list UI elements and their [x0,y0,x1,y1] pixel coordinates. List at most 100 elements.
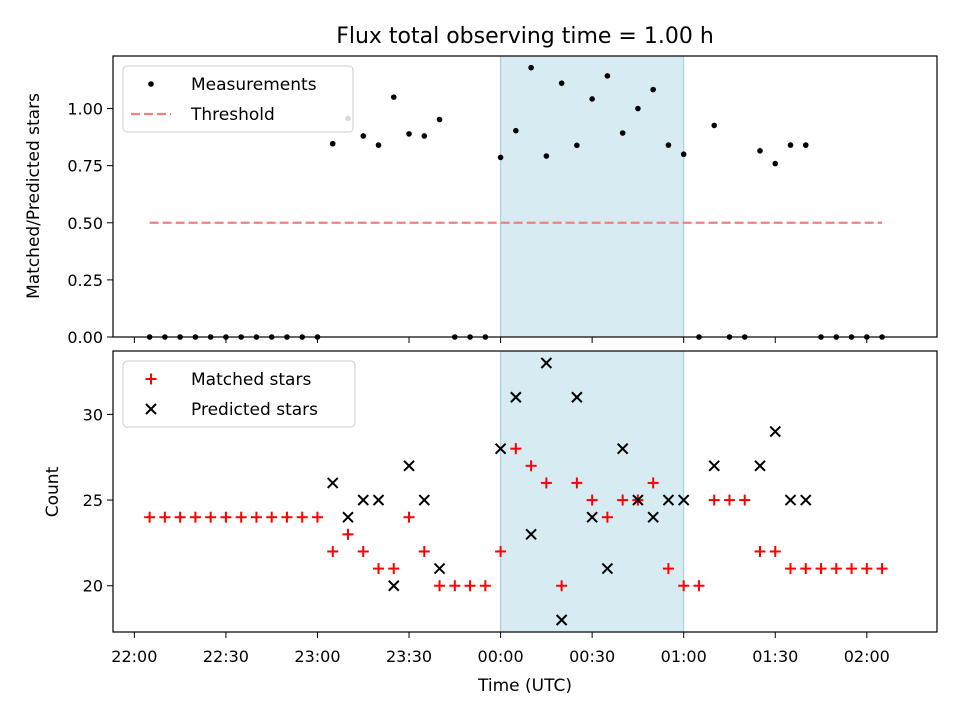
x-tick-label: 23:00 [294,647,340,666]
matched-star-marker [250,511,262,523]
y-tick-label: 30 [83,405,103,424]
predicted-star-marker [494,442,507,455]
bottom-y-axis-label: Count [43,466,63,517]
measurement-point [528,64,534,71]
measurement-point [619,130,626,136]
predicted-star-marker-b [677,494,690,506]
top-y-axis-label: Matched/Predicted stars [24,93,44,299]
legend-label: Predicted stars [191,400,318,420]
matched-star-marker [785,563,797,575]
predicted-star-marker-b [601,562,614,575]
measurement-point [802,142,809,148]
predicted-star-marker [677,494,690,506]
predicted-star-marker-b [800,494,812,506]
x-tick-label: 00:00 [478,647,524,666]
predicted-star-marker [800,494,812,506]
axes-frame [112,55,938,338]
y-tick-label: 0.75 [67,157,103,176]
legend-predicted-key [145,403,157,415]
matched-star-marker [281,511,293,523]
predicted-star-marker-b [769,425,781,438]
predicted-star-marker [357,494,369,506]
matched-star-marker [159,511,171,523]
predicted-star-marker-b [586,511,598,523]
matched-star-marker [266,511,278,523]
y-tick-label: 1.00 [67,100,103,119]
measurement-point [360,133,367,139]
predicted-star-marker-b [327,477,339,489]
matched-star-marker [174,511,186,523]
predicted-star-marker [372,494,385,506]
measurement-point [543,153,550,159]
predicted-star-marker [784,494,797,506]
predicted-star-marker-b [540,357,553,369]
x-axis-label: Time (UTC) [477,676,572,696]
predicted-star-marker-b [342,511,354,523]
predicted-star-marker [418,494,430,506]
legend: Matched stars Predicted stars [122,360,356,428]
measurement-point [574,142,580,149]
matched-star-marker [830,563,842,575]
matched-star-marker [617,494,629,506]
matched-star-marker [189,511,201,523]
matched-star-marker [449,580,461,592]
predicted-star-marker-b [616,442,629,455]
legend-label: Threshold [190,105,275,125]
predicted-star-marker [647,511,659,523]
predicted-star-marker [769,425,781,438]
predicted-star-marker-b [647,511,659,523]
axes-frame [112,350,938,633]
matched-star-marker [678,580,690,592]
predicted-star-marker [616,442,629,455]
matched-star-marker [647,477,659,489]
x-tick-label: 00:30 [569,647,615,666]
measurement-point [513,127,519,134]
matched-star-marker [846,563,858,575]
predicted-star-marker [403,460,415,472]
matched-star-marker [464,580,476,592]
measurement-point [406,131,412,137]
predicted-star-marker [632,494,644,506]
y-tick-label: 20 [83,577,103,596]
matched-star-marker [373,563,385,575]
matched-star-marker [357,545,369,557]
matched-star-marker [876,563,888,575]
predicted-star-marker-b [403,460,415,472]
predicted-star-marker [555,614,568,626]
measurement-point [635,105,641,112]
matched-star-marker [754,545,766,557]
predicted-star-marker-b [418,494,430,506]
x-tick-label: 01:00 [661,647,707,666]
matched-star-marker [662,563,674,575]
measurement-point [390,94,397,100]
predicted-star-marker-b [372,494,385,506]
predicted-star-marker-b [754,460,766,472]
matched-star-marker [800,563,812,575]
matched-star-marker [144,511,156,523]
matched-star-marker [601,511,613,523]
matched-star-marker [708,494,720,506]
matched-star-marker [525,460,537,472]
matched-star-marker [205,511,217,523]
legend-box [122,65,354,133]
legend-label: Measurements [191,75,317,95]
matched-star-marker [495,545,507,557]
matched-star-marker [540,477,552,489]
matched-star-marker [693,580,705,592]
chart-title: Flux total observing time = 1.00 h [336,24,714,49]
predicted-star-marker-b [525,528,537,541]
measurement-point [604,73,611,79]
matched-star-marker [861,563,873,575]
predicted-star-marker [342,511,354,523]
measurement-point [497,154,504,161]
predicted-star-marker-b [784,494,797,506]
predicted-star-marker [510,391,522,403]
measurement-point [329,140,336,147]
predicted-star-marker [586,511,598,523]
predicted-star-marker-b [571,391,583,403]
matched-star-marker [342,528,354,540]
measurement-point [558,80,565,86]
x-tick-label: 02:00 [844,647,890,666]
measurement-point [787,142,794,148]
predicted-star-marker-b [662,494,675,506]
